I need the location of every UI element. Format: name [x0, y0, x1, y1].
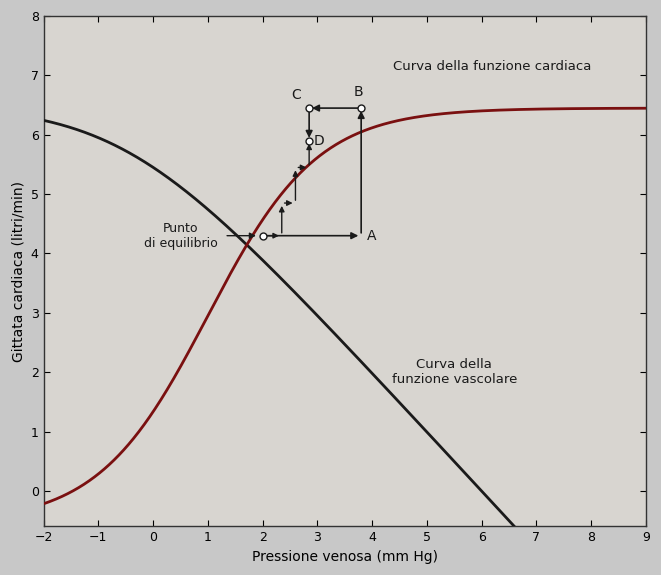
- Text: A: A: [367, 229, 376, 243]
- X-axis label: Pressione venosa (mm Hg): Pressione venosa (mm Hg): [252, 550, 438, 564]
- Text: Curva della funzione cardiaca: Curva della funzione cardiaca: [393, 60, 592, 73]
- Text: B: B: [354, 85, 364, 99]
- Y-axis label: Gittata cardiaca (litri/min): Gittata cardiaca (litri/min): [11, 181, 25, 362]
- Text: D: D: [313, 134, 325, 148]
- Text: Curva della
funzione vascolare: Curva della funzione vascolare: [391, 358, 517, 386]
- Text: C: C: [292, 88, 301, 102]
- Text: Punto
di equilibrio: Punto di equilibrio: [143, 222, 217, 250]
